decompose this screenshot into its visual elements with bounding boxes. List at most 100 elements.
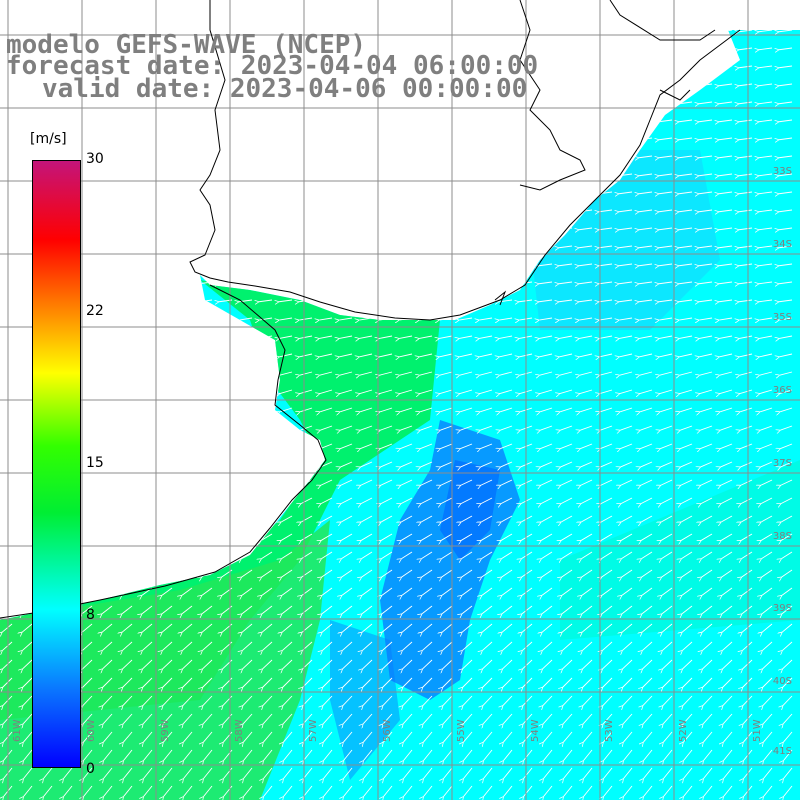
wind-arrow	[659, 191, 673, 194]
wind-arrow	[182, 551, 193, 559]
wind-arrow	[639, 101, 653, 104]
wind-arrow	[440, 389, 453, 394]
wind-arrow	[661, 515, 673, 522]
wind-arrow	[402, 551, 413, 559]
wind-arrow	[142, 569, 153, 577]
wind-arrow	[479, 281, 493, 284]
wind-arrow	[279, 155, 293, 158]
wind-arrow	[621, 461, 633, 467]
wind-arrow	[559, 101, 573, 104]
wind-arrow	[499, 335, 513, 338]
wind-arrow	[359, 299, 373, 302]
wind-arrow	[680, 389, 693, 394]
wind-arrow	[281, 461, 293, 467]
wind-arrow	[79, 335, 93, 338]
wind-arrow	[701, 533, 713, 540]
wind-arrow	[659, 281, 673, 284]
wind-arrow	[760, 443, 773, 449]
wind-arrow	[21, 497, 33, 504]
wind-arrow	[483, 677, 493, 687]
wind-arrow	[203, 659, 213, 669]
wind-arrow	[523, 677, 533, 687]
wind-arrow	[100, 371, 113, 375]
wind-arrow	[102, 605, 113, 614]
wind-arrow	[419, 155, 433, 158]
wind-arrow	[143, 659, 153, 669]
wind-arrow	[423, 695, 433, 705]
wind-arrow	[3, 677, 13, 687]
wind-arrow	[299, 119, 313, 122]
wind-arrow	[122, 623, 133, 632]
wind-arrow	[623, 677, 633, 687]
wind-arrow	[179, 227, 193, 230]
wind-arrow	[180, 389, 193, 394]
wind-arrow	[599, 83, 613, 86]
wind-arrow	[101, 479, 113, 485]
wind-arrow	[679, 47, 693, 50]
wind-arrow	[599, 137, 613, 140]
wind-arrow	[180, 443, 193, 449]
wind-arrow	[140, 407, 153, 412]
wind-arrow	[603, 677, 613, 687]
wind-arrow	[122, 605, 133, 614]
wind-arrow	[301, 515, 313, 522]
wind-arrow	[183, 677, 193, 687]
wind-arrow	[20, 353, 33, 357]
wind-arrow	[339, 155, 353, 158]
wind-arrow	[740, 443, 753, 449]
wind-arrow	[181, 461, 193, 467]
wind-arrow	[422, 605, 433, 614]
wind-arrow	[742, 551, 753, 559]
wind-arrow	[441, 515, 453, 522]
lon-label-52w: 52W	[678, 719, 689, 742]
wind-arrow	[719, 209, 733, 212]
wind-arrow	[361, 479, 373, 485]
wind-arrow	[663, 677, 673, 687]
wind-arrow	[761, 461, 773, 467]
wind-arrow	[299, 191, 313, 194]
wind-arrow	[561, 461, 573, 467]
wind-arrow	[741, 497, 753, 504]
wind-arrow	[599, 281, 613, 284]
wind-arrow	[681, 461, 693, 467]
wind-arrow	[340, 443, 353, 449]
wind-arrow	[161, 461, 173, 467]
wind-arrow	[579, 47, 593, 50]
wind-arrow	[719, 101, 733, 104]
wind-arrow	[619, 137, 633, 140]
wind-arrow	[443, 677, 453, 687]
wind-arrow	[319, 209, 333, 212]
wind-arrow	[141, 461, 153, 467]
wind-arrow	[480, 443, 493, 449]
wind-arrow	[459, 30, 473, 32]
wind-arrow	[559, 137, 573, 140]
wind-arrow	[162, 551, 173, 559]
wind-arrow	[22, 605, 33, 614]
wind-arrow	[282, 587, 293, 595]
wind-arrow	[679, 263, 693, 266]
wind-arrow	[119, 155, 133, 158]
wind-arrow	[262, 569, 273, 577]
wind-arrow	[139, 299, 153, 302]
wind-arrow	[179, 317, 193, 320]
wind-arrow	[642, 587, 653, 595]
wind-arrow	[59, 119, 73, 122]
wind-arrow	[642, 569, 653, 577]
wind-arrow	[1, 461, 13, 467]
wind-arrow	[360, 371, 373, 375]
wind-arrow	[739, 191, 753, 194]
wind-arrow	[341, 479, 353, 485]
wind-arrow	[760, 425, 773, 430]
wind-arrow	[121, 515, 133, 522]
wind-arrow	[640, 407, 653, 412]
wind-arrow	[459, 209, 473, 212]
wind-arrow	[323, 659, 333, 669]
wind-arrow	[199, 209, 213, 212]
wind-arrow	[759, 335, 773, 338]
wind-arrow	[460, 443, 473, 449]
wind-arrow	[759, 101, 773, 104]
wind-arrow	[559, 263, 573, 266]
wind-arrow	[421, 497, 433, 504]
wind-arrow	[101, 497, 113, 504]
wind-arrow	[599, 335, 613, 338]
